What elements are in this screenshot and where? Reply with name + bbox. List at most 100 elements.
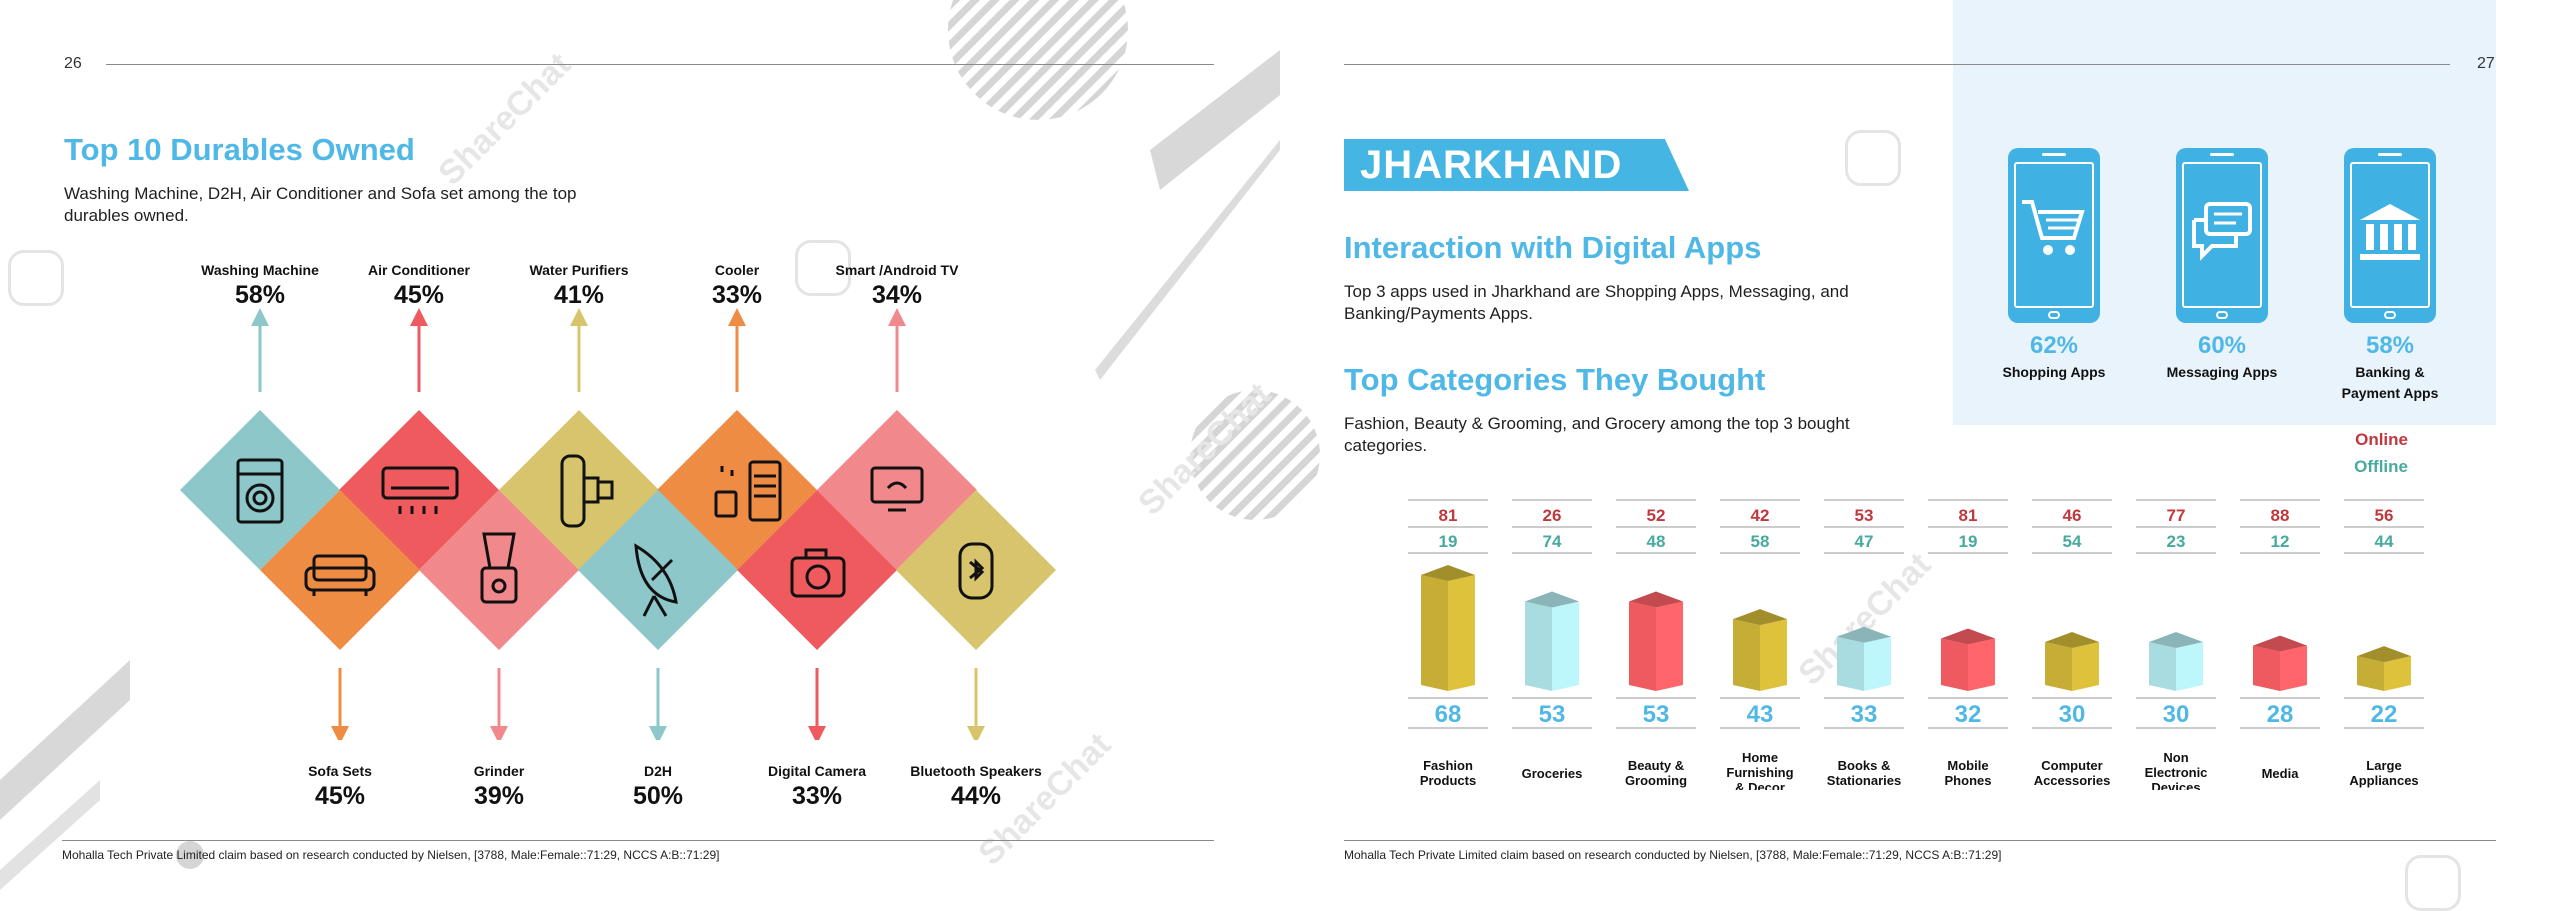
offline-value: 48 [1647, 532, 1666, 551]
durable-label: Cooler [714, 262, 760, 278]
shopping-cart-icon [2022, 200, 2085, 255]
gray-dot [176, 841, 204, 869]
offline-value: 54 [2063, 532, 2082, 551]
category-label: Grooming [1625, 773, 1687, 788]
online-value: 88 [2271, 506, 2290, 525]
bar-top [1837, 626, 1891, 643]
category-label: Media [2262, 766, 2300, 781]
category-label: Fashion [1423, 758, 1473, 773]
durable-label: Digital Camera [767, 763, 867, 779]
state-banner-text: JHARKHAND [1360, 143, 1623, 187]
state-banner: JHARKHAND [1344, 139, 1689, 191]
bar-side [2072, 642, 2099, 691]
legend-offline: Offline [2354, 457, 2408, 476]
bar-top [2045, 632, 2099, 649]
offline-value: 19 [1439, 532, 1458, 551]
category-label: Non [2163, 750, 2188, 765]
durable-pct: 33% [791, 782, 843, 810]
durables-diamond-diagram [180, 308, 1056, 740]
bar-side [1968, 638, 1995, 691]
durable-label: D2H [643, 763, 672, 779]
durable-pct: 50% [632, 782, 684, 810]
durable-label: Air Conditioner [368, 262, 470, 278]
offline-value: 44 [2375, 532, 2394, 551]
footer-note-right: Mohalla Tech Private Limited claim based… [1344, 848, 2002, 862]
diamond-d2h [578, 490, 738, 650]
durable-pct: 41% [553, 281, 605, 309]
durable-pct: 44% [950, 782, 1002, 810]
hatched-circle-top [948, 0, 1128, 120]
durables-description: Washing Machine, D2H, Air Conditioner an… [64, 184, 577, 225]
footer-rule-right [1344, 840, 2496, 841]
bar-front [1421, 575, 1448, 691]
camera-icon [790, 548, 846, 598]
bar-value: 22 [2371, 701, 2398, 728]
phone-messaging [2176, 148, 2268, 323]
bar-top [1629, 591, 1683, 608]
offline-value: 23 [2167, 532, 2186, 551]
category-label: Phones [1945, 773, 1992, 788]
category-label: Mobile [1947, 758, 1988, 773]
watermark-logo-icon [2405, 855, 2461, 911]
bar-top [2253, 635, 2307, 652]
bar-front [2253, 645, 2280, 691]
app-pct: 58% [2365, 332, 2415, 359]
category-label: Accessories [2034, 773, 2111, 788]
category-label: Products [1420, 773, 1476, 788]
bar-side [1552, 601, 1579, 691]
bar-side [2176, 642, 2203, 691]
offline-value: 12 [2271, 532, 2290, 551]
bar-top [1733, 609, 1787, 626]
bar-top [1421, 565, 1475, 581]
offline-value: 74 [1543, 532, 1562, 551]
app-label: Messaging Apps [2166, 364, 2278, 380]
apps-description: Top 3 apps used in Jharkhand are Shoppin… [1344, 282, 1849, 323]
diamond-sofa [260, 490, 420, 650]
smart-tv-icon [870, 466, 924, 512]
durable-label: Smart /Android TV [835, 262, 959, 278]
page-number-right: 27 [2477, 55, 2495, 72]
online-value: 42 [1751, 506, 1770, 525]
category-label: Devices [2151, 780, 2200, 790]
chat-bubbles-icon [2192, 202, 2252, 261]
bar-value: 32 [1955, 701, 1982, 728]
gray-stripe-bottom-2 [0, 780, 100, 890]
online-value: 77 [2167, 506, 2186, 525]
offline-value: 47 [1855, 532, 1874, 551]
category-label: & Decor [1735, 780, 1785, 790]
arrow-up-group [251, 308, 906, 392]
bar-top [1525, 591, 1579, 608]
durable-label: Grinder [473, 763, 525, 779]
bar-front [1525, 601, 1552, 691]
category-label: Stationaries [1827, 773, 1901, 788]
bluetooth-speaker-icon [958, 542, 994, 600]
section-title-apps: Interaction with Digital Apps [1344, 230, 1762, 265]
category-label: Home [1742, 750, 1778, 765]
bar-value: 30 [2059, 701, 2086, 728]
grinder-icon [480, 532, 518, 604]
bar-side [1760, 619, 1787, 691]
durable-label: Washing Machine [201, 262, 319, 278]
durable-pct: 34% [871, 281, 923, 309]
category-label: Electronic [2145, 765, 2208, 780]
header-rule-left [106, 64, 1214, 65]
bar-side [2280, 645, 2307, 691]
section-title-durables: Top 10 Durables Owned [64, 132, 415, 167]
category-label: Large [2366, 758, 2401, 773]
phone-banking [2344, 148, 2436, 323]
bar-front [2045, 642, 2072, 691]
durable-pct: 45% [393, 281, 445, 309]
bar-top [1941, 628, 1995, 645]
water-purifier-icon [560, 454, 614, 528]
app-pct: 60% [2197, 332, 2247, 359]
bar-front [2357, 656, 2384, 691]
air-conditioner-icon [381, 466, 459, 514]
header-rule-right [1344, 64, 2450, 65]
footer-rule-left [62, 840, 1214, 841]
category-label: Books & [1838, 758, 1891, 773]
bar-front [2149, 642, 2176, 691]
section-title-categories: Top Categories They Bought [1344, 362, 1766, 397]
app-label: Shopping Apps [2002, 364, 2106, 380]
category-label: Computer [2041, 758, 2102, 773]
